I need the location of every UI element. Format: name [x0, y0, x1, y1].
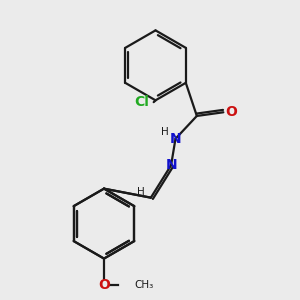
- Text: Cl: Cl: [134, 95, 149, 109]
- Text: N: N: [165, 158, 177, 172]
- Text: O: O: [226, 105, 237, 119]
- Text: CH₃: CH₃: [134, 280, 154, 290]
- Text: N: N: [170, 132, 181, 146]
- Text: H: H: [137, 187, 144, 197]
- Text: H: H: [161, 127, 169, 137]
- Text: O: O: [98, 278, 110, 292]
